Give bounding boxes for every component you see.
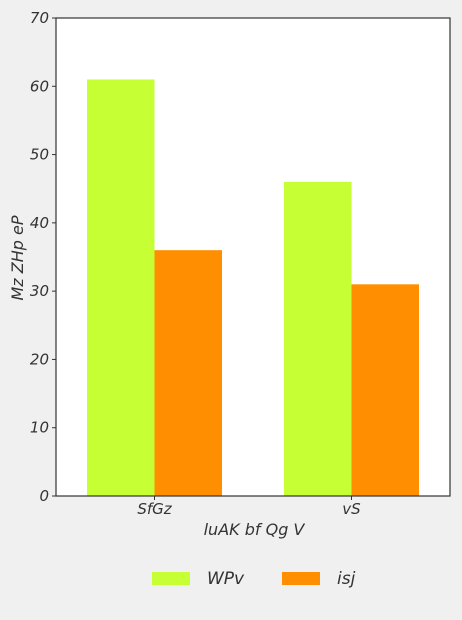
y-tick-label: 60 [30, 77, 49, 95]
y-tick-label: 10 [30, 419, 49, 437]
x-tick-label: SfGz [137, 500, 172, 518]
y-axis-ticks: 0 10 20 30 40 50 60 70 [30, 9, 56, 505]
y-tick-label: 40 [30, 214, 49, 232]
bar-WPv-vS [284, 181, 352, 496]
plot-frame [55, 17, 451, 497]
y-tick-label: 0 [39, 487, 49, 505]
legend-swatch-isj [282, 572, 320, 585]
legend: WPv isj [152, 569, 356, 589]
x-axis-ticks: SfGz vS [137, 496, 361, 518]
y-tick-label: 50 [30, 146, 49, 164]
x-tick-label: vS [342, 500, 361, 518]
bar-isj-SfGz [154, 250, 222, 496]
y-tick-label: 70 [30, 9, 49, 27]
legend-label-WPv: WPv [207, 569, 245, 589]
bar-WPv-SfGz [87, 79, 155, 496]
y-axis-label: Mz ZHp eP [8, 215, 27, 300]
bars-group [87, 79, 419, 496]
y-tick-label: 20 [30, 350, 49, 368]
legend-swatch-WPv [152, 572, 190, 585]
legend-label-isj: isj [337, 569, 356, 589]
x-axis-label: luAK bf Qg V [204, 520, 306, 539]
y-tick-label: 30 [30, 282, 49, 300]
bar-isj-vS [351, 284, 419, 496]
